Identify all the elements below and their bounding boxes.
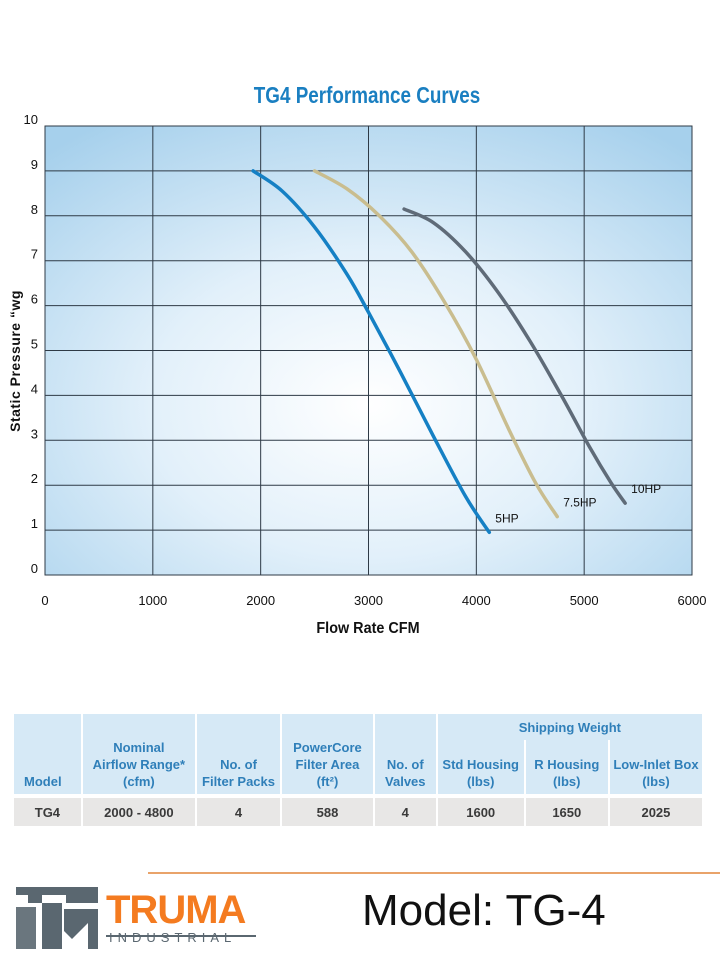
header-low-inlet: Low-Inlet Box (lbs) [609, 740, 702, 794]
cell-airflow: 2000 - 4800 [82, 794, 195, 826]
cell-filter-packs: 4 [196, 794, 281, 826]
cell-std-housing: 1600 [437, 794, 524, 826]
series-label-5hp: 5HP [495, 511, 518, 525]
cell-valves: 4 [374, 794, 436, 826]
y-tick-label: 5 [31, 337, 38, 352]
y-tick-label: 3 [31, 426, 38, 441]
header-filter-packs: No. of Filter Packs [196, 714, 281, 794]
y-tick-label: 2 [31, 471, 38, 486]
cell-model: TG4 [14, 794, 81, 826]
x-axis-label: Flow Rate CFM [316, 620, 420, 637]
header-airflow: Nominal Airflow Range* (cfm) [82, 714, 195, 794]
logo-word: TRUMA [106, 888, 246, 932]
model-label: Model: TG-4 [362, 886, 606, 935]
performance-chart: 0 1 2 3 4 5 6 7 8 9 10 0 1000 2000 3000 4000 5000 6000 5H… [24, 112, 707, 608]
header-valves: No. of Valves [374, 714, 436, 794]
series-line-5hp [251, 169, 492, 535]
series-label-10hp: 10HP [631, 482, 661, 496]
cell-low-inlet: 2025 [609, 794, 702, 826]
y-tick-label: 0 [31, 561, 38, 576]
y-tick-label: 4 [31, 381, 38, 396]
series-label-7.5hp: 7.5HP [563, 496, 596, 510]
y-tick-label: 9 [31, 157, 38, 172]
header-shipping-weight: Shipping Weight [437, 714, 702, 740]
header-model: Model [14, 714, 81, 794]
y-tick-label: 10 [24, 112, 38, 127]
chart-title: TG4 Performance Curves [253, 82, 481, 108]
logo-subtitle: INDUSTRIAL [109, 930, 237, 945]
x-tick-label: 2000 [246, 593, 275, 608]
y-tick-label: 7 [31, 247, 38, 262]
table-row: TG4 2000 - 4800 4 588 4 1600 1650 2025 [14, 794, 702, 826]
y-tick-label: 6 [31, 292, 38, 307]
x-tick-label: 1000 [138, 593, 167, 608]
x-tick-label: 5000 [570, 593, 599, 608]
cell-r-housing: 1650 [525, 794, 608, 826]
y-tick-label: 1 [31, 516, 38, 531]
x-tick-label: 0 [41, 593, 48, 608]
header-r-housing: R Housing (lbs) [525, 740, 608, 794]
y-axis-label: Static Pressure “wg [7, 290, 23, 432]
y-tick-label: 8 [31, 202, 38, 217]
x-tick-label: 4000 [462, 593, 491, 608]
series-line-7.5hp [312, 169, 559, 519]
x-tick-label: 6000 [678, 593, 707, 608]
series-line-10hp [402, 207, 627, 505]
header-filter-area: PowerCore Filter Area (ft²) [282, 714, 373, 794]
truma-logo-icon [16, 887, 256, 949]
x-tick-label: 3000 [354, 593, 383, 608]
cell-filter-area: 588 [282, 794, 373, 826]
spec-table: Model Nominal Airflow Range* (cfm) No. of F… [12, 714, 704, 826]
divider-line [148, 872, 720, 874]
header-std-housing: Std Housing (lbs) [437, 740, 524, 794]
